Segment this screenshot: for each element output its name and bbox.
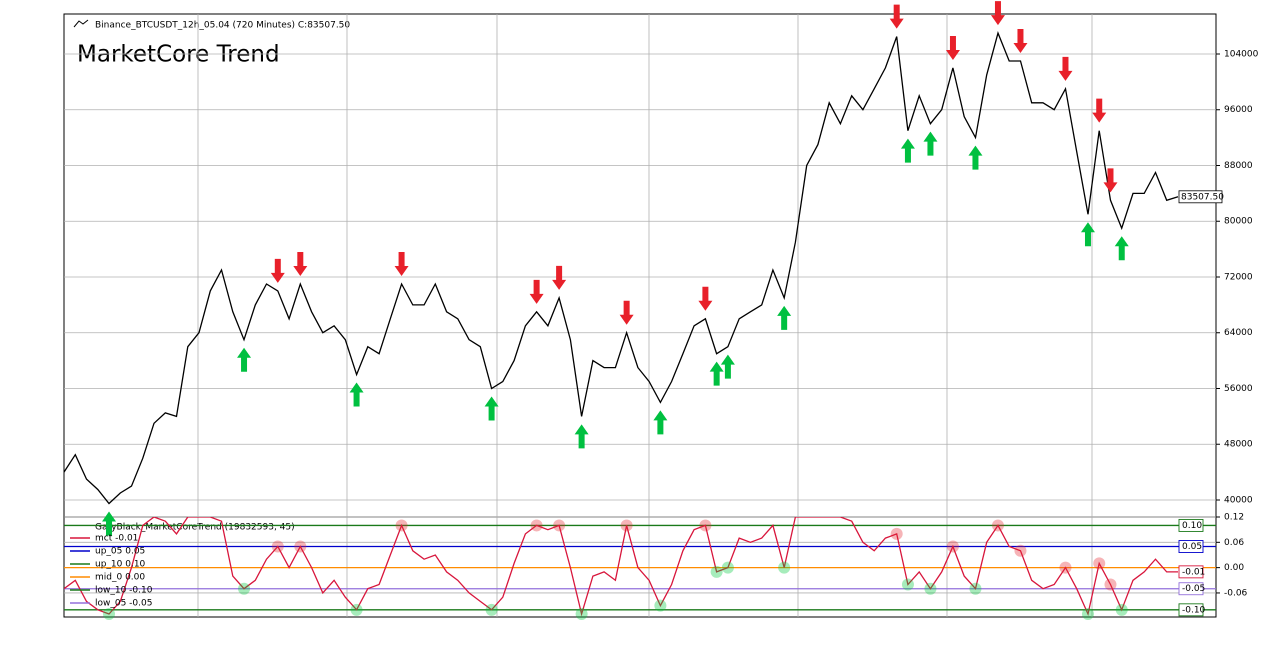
y-tick-label: 96000 bbox=[1224, 105, 1253, 115]
buy-arrow bbox=[720, 354, 735, 379]
indicator-title: GaryBlack_MarketCoreTrend (19832593, 45) bbox=[95, 523, 295, 533]
buy-arrow bbox=[574, 424, 589, 449]
sell-arrow bbox=[394, 251, 409, 276]
buy-arrow bbox=[349, 382, 364, 407]
value-box-label: -0.01 bbox=[1182, 567, 1205, 577]
signal-dot bbox=[553, 519, 566, 532]
signal-dot bbox=[530, 519, 543, 532]
signal-dot bbox=[395, 519, 408, 532]
last-price-label: 83507.50 bbox=[1181, 192, 1224, 202]
buy-arrow bbox=[968, 145, 983, 170]
sell-arrow bbox=[889, 4, 904, 29]
legend-swatch bbox=[73, 19, 89, 28]
series-line bbox=[64, 31, 1179, 505]
signal-dot bbox=[620, 519, 633, 532]
signal-dot bbox=[901, 578, 914, 591]
y-tick-label: 0.06 bbox=[1224, 538, 1244, 548]
signal-dot bbox=[1081, 608, 1094, 621]
value-box bbox=[1178, 582, 1204, 596]
signal-dot bbox=[969, 582, 982, 595]
y-tick-label: 80000 bbox=[1224, 217, 1253, 227]
signal-dot bbox=[238, 582, 251, 595]
signal-dot bbox=[699, 519, 712, 532]
legend-entry: mct -0.01 bbox=[95, 534, 138, 544]
signal-dot bbox=[271, 540, 284, 553]
y-tick-label: 104000 bbox=[1224, 50, 1259, 60]
value-box-label: -0.05 bbox=[1182, 584, 1205, 594]
y-tick-label: -0.06 bbox=[1224, 588, 1248, 598]
last-price-box bbox=[1178, 190, 1223, 204]
y-tick-label: 72000 bbox=[1224, 272, 1253, 282]
signal-dot bbox=[1115, 603, 1128, 616]
value-box bbox=[1178, 518, 1204, 532]
buy-arrow bbox=[237, 347, 252, 372]
sell-arrow bbox=[293, 251, 308, 276]
legend-entry: mid_0 0.00 bbox=[95, 573, 145, 583]
value-box-label: 0.10 bbox=[1182, 521, 1202, 531]
buy-arrow bbox=[653, 410, 668, 435]
y-tick-label: 0.12 bbox=[1224, 513, 1244, 523]
sell-arrow bbox=[1103, 168, 1118, 193]
buy-arrow bbox=[484, 396, 499, 421]
legend-entry: low_05 -0.05 bbox=[95, 599, 152, 609]
sell-arrow bbox=[698, 286, 713, 311]
sell-arrow bbox=[990, 1, 1005, 26]
signal-dot bbox=[946, 540, 959, 553]
value-box-label: 0.05 bbox=[1182, 542, 1202, 552]
legend-entry: up_10 0.10 bbox=[95, 560, 146, 570]
sell-arrow bbox=[619, 300, 634, 325]
y-tick-label: 56000 bbox=[1224, 384, 1253, 394]
sell-arrow bbox=[945, 35, 960, 60]
y-tick-label: 88000 bbox=[1224, 161, 1253, 171]
chart-title: MarketCore Trend bbox=[77, 42, 280, 68]
y-tick-label: 48000 bbox=[1224, 440, 1253, 450]
y-tick-label: 64000 bbox=[1224, 328, 1253, 338]
signal-dot bbox=[890, 527, 903, 540]
signal-dot bbox=[1093, 557, 1106, 570]
signal-dot bbox=[778, 561, 791, 574]
buy-arrow bbox=[102, 511, 117, 536]
buy-arrow bbox=[1080, 222, 1095, 247]
buy-arrow bbox=[923, 131, 938, 156]
buy-arrow bbox=[709, 361, 724, 386]
signal-dot bbox=[1104, 578, 1117, 591]
price-panel bbox=[63, 13, 1217, 518]
value-box bbox=[1178, 565, 1204, 579]
y-tick-label: 0.00 bbox=[1224, 563, 1244, 573]
signal-dot bbox=[654, 599, 667, 612]
signal-dot bbox=[103, 608, 116, 621]
signal-dot bbox=[1059, 561, 1072, 574]
value-box-label: -0.10 bbox=[1182, 605, 1206, 615]
signal-dot bbox=[350, 603, 363, 616]
sell-arrow bbox=[1058, 56, 1073, 81]
signal-dot bbox=[294, 540, 307, 553]
signal-dot bbox=[710, 565, 723, 578]
sell-arrow bbox=[1013, 28, 1028, 53]
y-tick-label: 40000 bbox=[1224, 495, 1253, 505]
signal-dot bbox=[575, 608, 588, 621]
sell-arrow bbox=[529, 279, 544, 304]
signal-dot bbox=[924, 582, 937, 595]
signal-dot bbox=[991, 519, 1004, 532]
sell-arrow bbox=[1092, 98, 1107, 123]
signal-dot bbox=[485, 603, 498, 616]
signal-dot bbox=[721, 561, 734, 574]
buy-arrow bbox=[777, 305, 792, 330]
signal-dot bbox=[1014, 544, 1027, 557]
legend-entry: up_05 0.05 bbox=[95, 547, 145, 557]
value-box bbox=[1178, 603, 1204, 617]
buy-arrow bbox=[1114, 236, 1129, 261]
value-box bbox=[1178, 540, 1204, 553]
series-line bbox=[64, 517, 1178, 617]
buy-arrow bbox=[900, 138, 915, 163]
sell-arrow bbox=[552, 265, 567, 290]
legend-entry: Binance_BTCUSDT_12h_05.04 (720 Minutes) … bbox=[95, 21, 350, 31]
legend-entry: low_10 -0.10 bbox=[95, 586, 153, 596]
sell-arrow bbox=[270, 258, 285, 283]
